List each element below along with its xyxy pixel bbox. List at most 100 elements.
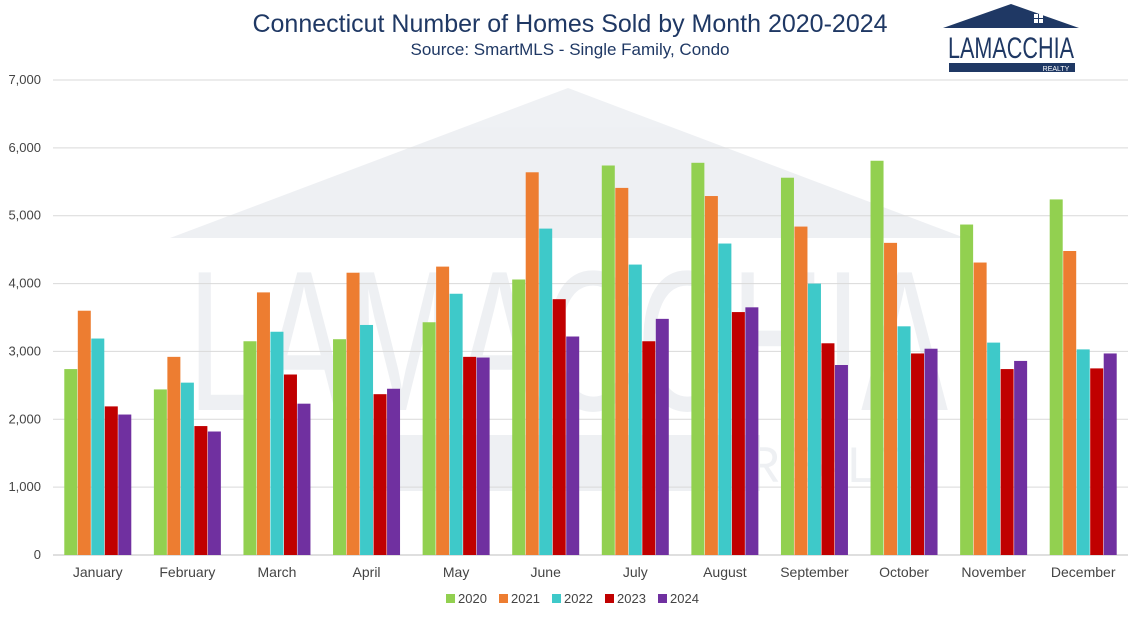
bar-september-2021 — [794, 226, 808, 556]
x-tick-label: October — [879, 564, 929, 580]
logo-sub: REALTY — [1043, 66, 1070, 73]
y-tick-label: 1,000 — [8, 479, 41, 494]
bar-july-2024 — [655, 318, 669, 555]
bar-august-2023 — [731, 312, 745, 555]
bar-december-2021 — [1063, 251, 1077, 555]
bar-february-2021 — [167, 356, 181, 555]
legend-label: 2021 — [511, 591, 540, 606]
bar-october-2021 — [884, 242, 898, 555]
legend-swatch — [499, 594, 508, 603]
bar-january-2021 — [77, 310, 91, 555]
bar-march-2021 — [256, 292, 270, 555]
x-tick-label: August — [703, 564, 747, 580]
bar-august-2022 — [718, 243, 732, 556]
x-tick-label: December — [1051, 564, 1116, 580]
legend-label: 2024 — [670, 591, 699, 606]
bar-july-2021 — [615, 187, 629, 555]
bar-february-2023 — [194, 426, 208, 555]
y-tick-label: 0 — [34, 547, 41, 562]
y-axis: 0 1,000 2,000 3,000 4,000 5,000 6,000 7,000 — [8, 72, 41, 562]
bar-march-2024 — [297, 403, 311, 555]
bar-november-2022 — [987, 342, 1001, 555]
bar-november-2021 — [973, 262, 987, 555]
bar-december-2023 — [1090, 368, 1104, 555]
bar-october-2022 — [897, 326, 911, 555]
bar-august-2024 — [745, 307, 759, 555]
bar-april-2023 — [373, 394, 387, 555]
y-tick-label: 4,000 — [8, 276, 41, 291]
bar-october-2023 — [911, 353, 925, 555]
bar-april-2020 — [333, 339, 347, 555]
bar-june-2023 — [552, 299, 566, 555]
bar-november-2023 — [1000, 369, 1014, 555]
legend-swatch — [552, 594, 561, 603]
bar-september-2022 — [807, 283, 821, 555]
bar-june-2024 — [566, 336, 580, 555]
logo-name: LAMACCHIA — [948, 32, 1074, 65]
bar-june-2021 — [525, 172, 539, 556]
bar-august-2020 — [691, 162, 705, 556]
company-logo: LAMACCHIA REALTY — [943, 4, 1079, 73]
bar-october-2020 — [870, 160, 884, 555]
y-tick-label: 6,000 — [8, 140, 41, 155]
logo-roof-icon — [943, 4, 1079, 28]
y-tick-label: 7,000 — [8, 72, 41, 87]
legend-label: 2022 — [564, 591, 593, 606]
bar-december-2020 — [1049, 199, 1063, 555]
bar-february-2022 — [180, 382, 194, 555]
bar-june-2020 — [512, 279, 526, 555]
x-tick-label: September — [780, 564, 849, 580]
bar-march-2020 — [243, 341, 257, 555]
bar-december-2022 — [1076, 349, 1090, 555]
bar-february-2024 — [207, 431, 221, 555]
x-tick-label: March — [258, 564, 297, 580]
legend-swatch — [446, 594, 455, 603]
bar-june-2022 — [539, 228, 553, 555]
x-tick-label: February — [159, 564, 215, 580]
x-tick-label: January — [73, 564, 123, 580]
bar-april-2024 — [387, 388, 401, 555]
legend: 2020 2021 2022 2023 2024 — [446, 591, 699, 606]
y-tick-label: 3,000 — [8, 343, 41, 358]
legend-swatch — [658, 594, 667, 603]
x-tick-label: November — [961, 564, 1026, 580]
x-tick-label: July — [623, 564, 648, 580]
bar-november-2020 — [960, 224, 974, 556]
bar-july-2022 — [628, 264, 642, 555]
bar-july-2023 — [642, 341, 656, 555]
bar-may-2020 — [422, 322, 436, 555]
x-tick-label: June — [531, 564, 562, 580]
bar-november-2024 — [1014, 360, 1028, 555]
bar-march-2022 — [270, 331, 284, 555]
chart-subtitle: Source: SmartMLS - Single Family, Condo — [410, 40, 730, 59]
bar-january-2023 — [104, 406, 118, 555]
bar-december-2024 — [1103, 353, 1117, 555]
bar-february-2020 — [153, 389, 167, 555]
bar-january-2024 — [118, 414, 132, 555]
x-tick-label: May — [443, 564, 469, 580]
bar-may-2021 — [436, 266, 450, 555]
bar-july-2020 — [601, 165, 615, 555]
bar-august-2021 — [704, 196, 718, 556]
bar-march-2023 — [283, 374, 297, 555]
chart-title: Connecticut Number of Homes Sold by Mont… — [252, 10, 888, 38]
bar-september-2024 — [834, 365, 848, 555]
legend-label: 2020 — [458, 591, 487, 606]
gridlines — [53, 79, 1128, 556]
bar-september-2023 — [821, 343, 835, 555]
legend-label: 2023 — [617, 591, 646, 606]
bar-january-2022 — [91, 338, 105, 555]
bar-april-2021 — [346, 272, 360, 555]
bar-may-2022 — [449, 293, 463, 555]
bar-may-2023 — [463, 356, 477, 555]
bar-september-2020 — [780, 177, 794, 555]
legend-swatch — [605, 594, 614, 603]
bar-january-2020 — [64, 369, 78, 555]
x-axis: January February March April May June July Augu… — [73, 564, 1116, 580]
bar-april-2022 — [360, 324, 374, 555]
bars — [64, 160, 1117, 556]
x-tick-label: April — [353, 564, 381, 580]
y-tick-label: 5,000 — [8, 208, 41, 223]
bar-may-2024 — [476, 357, 490, 555]
